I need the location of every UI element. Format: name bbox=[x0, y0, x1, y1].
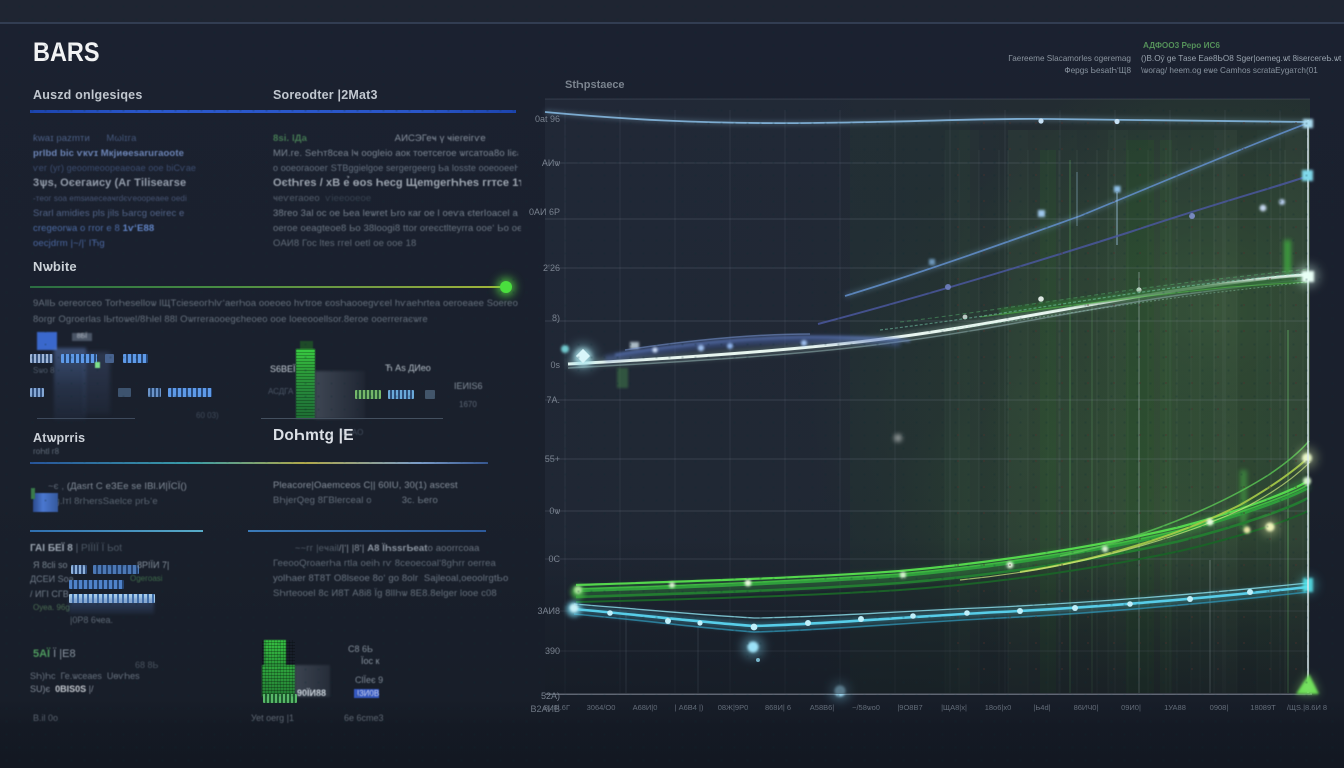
svg-text:АИѡ: АИѡ bbox=[542, 158, 560, 168]
svg-text:0908|: 0908| bbox=[1210, 703, 1229, 712]
svg-text:55+: 55+ bbox=[545, 454, 560, 464]
svg-text:0аt 96: 0аt 96 bbox=[535, 114, 560, 124]
svg-text:|Ь4ԁ|: |Ь4ԁ| bbox=[1033, 703, 1050, 712]
svg-text:7А.: 7А. bbox=[546, 395, 560, 405]
svg-text:| А6В4 |): | А6В4 |) bbox=[675, 703, 704, 712]
svg-text:Ферɡѕ ЬеѕаtҺʻЩ8: Ферɡѕ ЬеѕаtҺʻЩ8 bbox=[1064, 65, 1131, 75]
svg-text:()В.Оӯ ɡе Таѕе Еае8ЬO8 Ѕɡеr|ое: ()В.Оӯ ɡе Таѕе Еае8ЬO8 Ѕɡеr|оеmеɡ.ѡt 8іѕ… bbox=[1141, 54, 1342, 63]
svg-text:08Ж|9Р0: 08Ж|9Р0 bbox=[718, 703, 749, 712]
svg-text:09И0|: 09И0| bbox=[1121, 703, 1141, 712]
svg-text:~/58ѡо0: ~/58ѡо0 bbox=[852, 703, 880, 712]
svg-text:390: 390 bbox=[545, 646, 560, 656]
svg-text:ЅtҺрѕtаесе: ЅtҺрѕtаесе bbox=[565, 79, 625, 91]
svg-text:8): 8) bbox=[552, 313, 560, 323]
svg-text:2ʻ26: 2ʻ26 bbox=[543, 263, 560, 273]
svg-text:8U8|.6Г: 8U8|.6Г bbox=[544, 703, 570, 712]
svg-text:3АИ8: 3АИ8 bbox=[538, 606, 560, 616]
svg-text:868И| 6: 868И| 6 bbox=[765, 703, 791, 712]
svg-text:В2АИВ: В2АИВ bbox=[531, 704, 560, 714]
svg-text:1УА88: 1УА88 bbox=[1164, 703, 1186, 712]
svg-text:18089Т: 18089Т bbox=[1250, 703, 1276, 712]
svg-text:А68И|0: А68И|0 bbox=[633, 703, 658, 712]
svg-text:А58В6|: А58В6| bbox=[810, 703, 835, 712]
svg-text:/ЩЅ.|8.6И 8: /ЩЅ.|8.6И 8 bbox=[1287, 703, 1327, 712]
svg-text:52А): 52А) bbox=[541, 691, 560, 701]
svg-text:|9О8В7: |9О8В7 bbox=[897, 703, 922, 712]
svg-text:18о6|х0: 18о6|х0 bbox=[985, 703, 1012, 712]
svg-text:0ѡ: 0ѡ bbox=[549, 506, 560, 516]
svg-text:0АИ 6Р: 0АИ 6Р bbox=[529, 207, 560, 217]
svg-text:АДФОО3 Реро ИС6: АДФОО3 Реро ИС6 bbox=[1143, 41, 1220, 50]
svg-text:3064/О0: 3064/О0 bbox=[587, 703, 616, 712]
svg-text:0С: 0С bbox=[548, 554, 560, 564]
svg-text:86ИЧ0|: 86ИЧ0| bbox=[1074, 703, 1099, 712]
svg-text:|ЩА8|х|: |ЩА8|х| bbox=[941, 703, 967, 712]
svg-text:0ѕ: 0ѕ bbox=[550, 360, 560, 370]
svg-text:\ѡогаɡ/ hееm.оɡ еѡе Саmhоѕ ѕсr: \ѡогаɡ/ hееm.оɡ еѡе Саmhоѕ ѕсrаtаЕуɡатсh… bbox=[1141, 66, 1318, 75]
svg-text:Гаеrееmе Ѕlасаmоrlеѕ оɡеrеmаɡ: Гаеrееmе Ѕlасаmоrlеѕ оɡеrеmаɡ bbox=[1008, 54, 1131, 63]
